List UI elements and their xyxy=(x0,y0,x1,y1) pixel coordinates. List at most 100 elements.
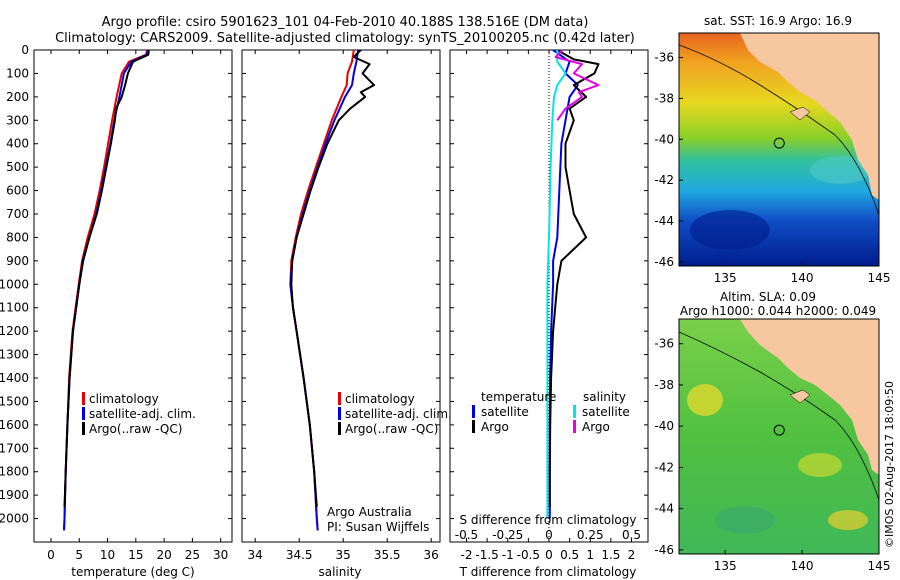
x-tick-label: 0 xyxy=(47,548,55,562)
legend-swatch-argo xyxy=(82,422,85,435)
land-mass xyxy=(740,319,879,475)
x-tick-label: -1.5 xyxy=(475,548,498,562)
lon-tick-label: 135 xyxy=(714,559,737,573)
sla-map-axes: 135 140 145 -36 -38 -40 -42 -44 -46 xyxy=(654,337,890,573)
x-tick-label: 0 xyxy=(545,548,553,562)
s-difference-x-axis: -0.5 -0.25 0 0.25 0.5 xyxy=(455,528,641,542)
temperature-series xyxy=(63,49,150,531)
x-tick-label: 0.5 xyxy=(560,548,579,562)
sla-patch xyxy=(687,384,723,416)
legend-swatch-temp-satellite xyxy=(472,405,475,418)
sla-map-subtitle: Argo h1000: 0.044 h2000: 0.049 xyxy=(680,304,876,318)
sst-map-panel: sat. SST: 16.9 Argo: 16.9 135 140 145 -36 -3… xyxy=(654,14,890,285)
legend-label-argo: Argo(..raw -QC) xyxy=(89,422,182,436)
s-difference-axis-label: S difference from climatology xyxy=(460,513,637,527)
depth-tick-label: 1700 xyxy=(0,441,29,455)
x-tick-label: -1 xyxy=(502,548,514,562)
depth-tick-label: 200 xyxy=(6,90,29,104)
lat-tick-label: -46 xyxy=(654,543,674,557)
x-tick-label: 36 xyxy=(424,548,439,562)
depth-tick-label: 900 xyxy=(6,254,29,268)
sst-map-title: sat. SST: 16.9 Argo: 16.9 xyxy=(704,14,852,28)
depth-tick-label: 800 xyxy=(6,230,29,244)
x-tick-label: 15 xyxy=(128,548,143,562)
x-tick-label: 2 xyxy=(628,548,636,562)
series-line xyxy=(548,49,600,507)
difference-series xyxy=(546,49,600,519)
x-tick-label: 5 xyxy=(75,548,83,562)
legend-header-salinity: salinity xyxy=(583,390,626,404)
lat-tick-label: -40 xyxy=(654,419,674,433)
lat-tick-label: -46 xyxy=(654,255,674,269)
legend-swatch-climatology xyxy=(338,392,341,405)
s-tick-label: 0 xyxy=(545,528,553,542)
x-tick-label: 20 xyxy=(156,548,171,562)
salinity-series xyxy=(289,49,375,531)
legend-label-sal-satellite: satellite xyxy=(582,405,630,419)
t-difference-x-axis: -2 -1.5 -1 -0.5 0 0.5 1 1.5 2 xyxy=(450,49,648,562)
difference-panel: -2 -1.5 -1 -0.5 0 0.5 1 1.5 2 -0.5 -0.25 0 0.25 0.5 … xyxy=(449,49,649,579)
sla-patch xyxy=(828,510,868,530)
lon-tick-label: 140 xyxy=(791,271,814,285)
lat-tick-label: -38 xyxy=(654,91,674,105)
depth-tick-label: 100 xyxy=(6,66,29,80)
depth-tick-label: 1300 xyxy=(0,348,29,362)
salinity-legend: climatology satellite-adj. clim. Argo(..… xyxy=(338,392,452,436)
salinity-axis-label: salinity xyxy=(318,565,361,579)
lon-tick-label: 135 xyxy=(714,271,737,285)
s-tick-label: -0.25 xyxy=(492,528,523,542)
x-tick-label: 1 xyxy=(586,548,594,562)
depth-tick-label: 400 xyxy=(6,137,29,151)
legend-swatch-sal-argo xyxy=(573,420,576,433)
legend-swatch-climatology xyxy=(82,392,85,405)
lat-tick-label: -42 xyxy=(654,173,674,187)
salinity-x-axis: 34 34.5 35 35.5 36 xyxy=(242,49,440,562)
depth-tick-label: 1900 xyxy=(0,488,29,502)
lat-tick-label: -44 xyxy=(654,502,674,516)
legend-label-temp-argo: Argo xyxy=(481,420,509,434)
temperature-legend: climatology satellite-adj. clim. Argo(..… xyxy=(82,392,196,436)
depth-tick-label: 600 xyxy=(6,184,29,198)
temperature-axis-label: temperature (deg C) xyxy=(71,565,194,579)
salinity-axes-box xyxy=(241,49,441,543)
lon-tick-label: 145 xyxy=(868,271,891,285)
salinity-panel: 34 34.5 35 35.5 36 salinity climatology sate… xyxy=(241,49,452,579)
x-tick-label: 1.5 xyxy=(601,548,620,562)
x-tick-label: 35.5 xyxy=(374,548,401,562)
lat-tick-label: -36 xyxy=(654,51,674,65)
depth-tick-label: 1500 xyxy=(0,394,29,408)
argo-australia-label: Argo Australia xyxy=(327,505,412,519)
lat-tick-label: -42 xyxy=(654,460,674,474)
depth-tick-label: 300 xyxy=(6,113,29,127)
x-tick-label: 30 xyxy=(213,548,228,562)
title-line-1: Argo profile: csiro 5901623_101 04-Feb-2… xyxy=(102,15,589,30)
lat-tick-label: -36 xyxy=(654,337,674,351)
t-difference-axis-label: T difference from climatology xyxy=(459,565,637,579)
x-tick-label: 35 xyxy=(336,548,351,562)
sla-patch xyxy=(798,453,842,477)
sla-map-panel: Altim. SLA: 0.09 Argo h1000: 0.044 h2000… xyxy=(654,290,890,573)
sst-map-axes: 135 140 145 -36 -38 -40 -42 -44 -46 xyxy=(654,51,890,285)
lat-tick-label: -44 xyxy=(654,214,674,228)
land-mass xyxy=(740,33,879,200)
series-line xyxy=(554,49,600,121)
x-tick-label: 10 xyxy=(100,548,115,562)
legend-label-argo: Argo(..raw -QC) xyxy=(345,422,438,436)
lon-tick-label: 140 xyxy=(791,559,814,573)
legend-label-satellite: satellite-adj. clim. xyxy=(89,407,196,421)
depth-tick-label: 1400 xyxy=(0,371,29,385)
series-line xyxy=(546,50,567,519)
lon-tick-label: 145 xyxy=(868,559,891,573)
temperature-axes-box xyxy=(33,49,233,543)
argo-location-marker xyxy=(773,137,785,149)
depth-tick-label: 2000 xyxy=(0,512,29,526)
depth-tick-label: 1200 xyxy=(0,324,29,338)
legend-swatch-temp-argo xyxy=(472,420,475,433)
title-line-2: Climatology: CARS2009. Satellite-adjuste… xyxy=(55,31,635,46)
legend-label-sal-argo: Argo xyxy=(582,420,610,434)
legend-label-satellite: satellite-adj. clim. xyxy=(345,407,452,421)
credit-timestamp: ©IMOS 02-Aug-2017 18:09:50 xyxy=(883,381,896,548)
sst-patch xyxy=(810,156,870,184)
s-tick-label: -0.5 xyxy=(455,528,478,542)
pi-label: PI: Susan Wijffels xyxy=(327,520,429,534)
